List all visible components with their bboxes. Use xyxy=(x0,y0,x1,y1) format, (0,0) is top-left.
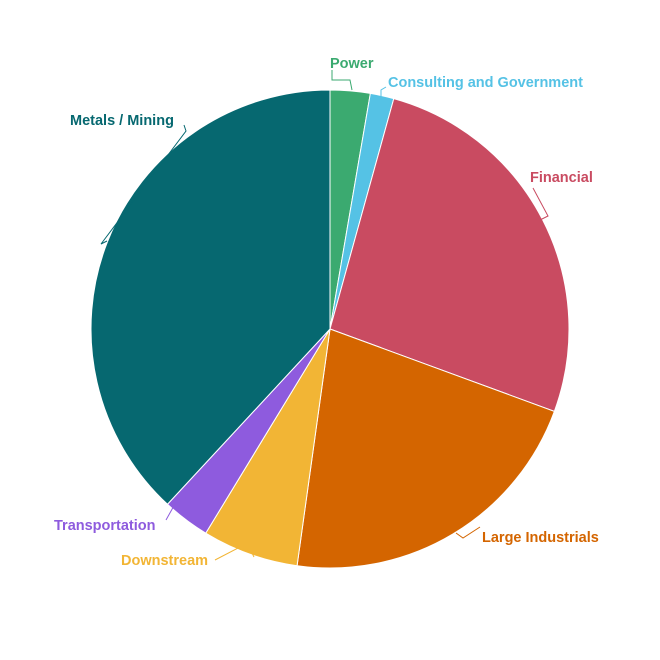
leader-line xyxy=(380,86,387,97)
pie-slice-metals-mining[interactable] xyxy=(90,89,331,505)
label-leaders xyxy=(100,70,549,561)
leader-line xyxy=(455,526,481,539)
slice-label: Power xyxy=(330,56,374,72)
pie-slices xyxy=(90,89,570,569)
leader-line xyxy=(331,70,353,91)
slice-labels: Power Consulting and Government Financial L… xyxy=(54,56,599,569)
slice-label: Consulting and Government xyxy=(388,75,583,91)
pie-slice-large-industrials[interactable] xyxy=(296,328,556,569)
slice-label: Financial xyxy=(530,170,593,186)
slice-label: Metals / Mining xyxy=(70,113,174,129)
leader-line xyxy=(100,124,187,245)
slice-label: Large Industrials xyxy=(482,530,599,546)
slice-label: Downstream xyxy=(121,553,208,569)
slice-label: Transportation xyxy=(54,518,156,534)
leader-line xyxy=(165,494,187,521)
pie-slice-financial[interactable] xyxy=(329,98,570,413)
leader-line xyxy=(532,187,549,221)
leader-line xyxy=(214,547,255,561)
